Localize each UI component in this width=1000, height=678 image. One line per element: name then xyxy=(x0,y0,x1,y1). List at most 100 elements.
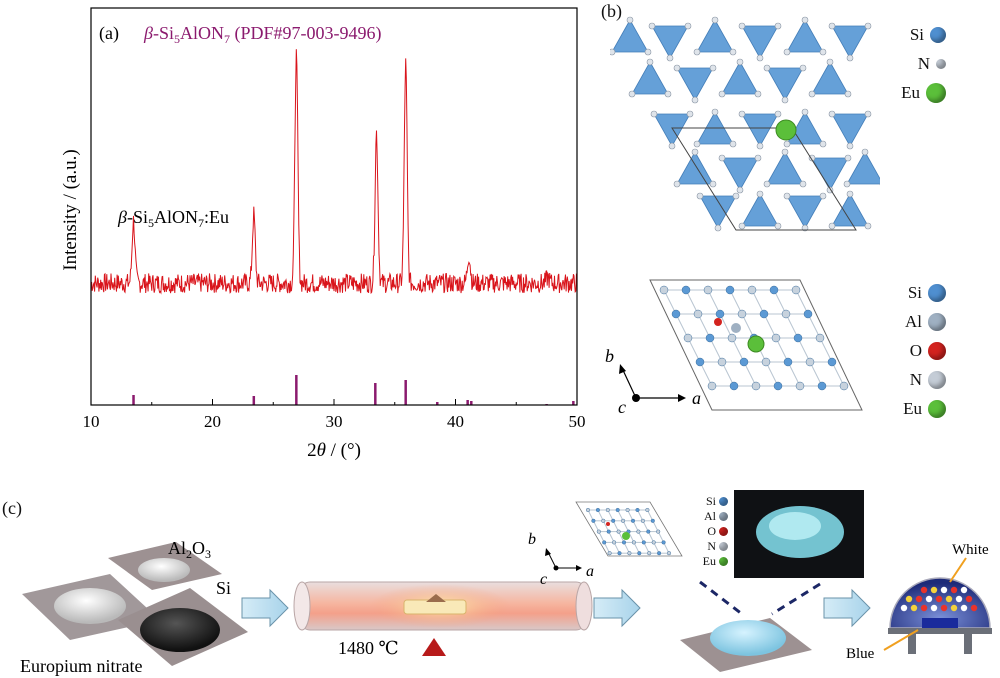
n-atom xyxy=(631,540,636,545)
n-atom xyxy=(819,192,827,200)
n-atom xyxy=(718,154,726,162)
mini-legend: Si Al O N Eu xyxy=(694,494,728,569)
n-atom xyxy=(738,222,746,230)
si-n4-tetrahedron xyxy=(786,19,824,53)
n-atom xyxy=(864,222,872,230)
white-pointer xyxy=(949,557,967,583)
n-atom xyxy=(601,518,606,523)
bond xyxy=(787,361,801,387)
n-atom xyxy=(693,48,701,56)
phosphor-particle xyxy=(900,604,908,612)
n-atom xyxy=(691,148,699,156)
n-atom xyxy=(774,110,782,118)
si-n4-tetrahedron xyxy=(721,61,759,95)
si-n4-tetrahedron xyxy=(611,19,649,53)
phosphor-particle xyxy=(930,586,938,594)
n-atom xyxy=(626,16,634,24)
bond xyxy=(795,289,809,315)
n-atom xyxy=(846,190,854,198)
si-atom xyxy=(695,357,705,367)
n-atom xyxy=(673,180,681,188)
si-n4-tetrahedron xyxy=(831,113,869,147)
si-n4-tetrahedron xyxy=(811,61,849,95)
tube-end-left xyxy=(293,581,311,631)
europium-label: Europium nitrate xyxy=(20,656,142,676)
n-atom xyxy=(781,148,789,156)
si-n4-tetrahedron xyxy=(676,67,714,101)
si-n4-tetrahedron xyxy=(741,113,779,147)
n-atom xyxy=(736,58,744,66)
n-atom xyxy=(668,142,676,150)
unit-cell-outline xyxy=(671,127,857,231)
n-atom xyxy=(732,192,740,200)
phosphor-particle xyxy=(905,595,913,603)
mini-legend-al: Al xyxy=(694,509,728,524)
mini-o-atom xyxy=(606,522,610,526)
n-atom xyxy=(650,110,658,118)
si-atom xyxy=(617,551,622,556)
n-atom xyxy=(607,551,612,556)
si-n4-tetrahedron xyxy=(676,151,714,185)
si-n4-tetrahedron xyxy=(653,113,691,147)
n-atom xyxy=(763,180,771,188)
legend-item-n: N xyxy=(866,49,946,78)
led-chip xyxy=(922,618,958,628)
si-atom xyxy=(725,285,735,295)
n-atom xyxy=(791,285,801,295)
x-tick-label-30: 30 xyxy=(326,412,343,431)
panel-b-label: (b) xyxy=(601,1,622,21)
phosphor-particle xyxy=(940,604,948,612)
n-atom xyxy=(612,540,617,545)
si-atom xyxy=(637,551,642,556)
bond xyxy=(773,289,787,315)
si-atom xyxy=(621,540,627,545)
n-atom xyxy=(861,148,869,156)
n-atom xyxy=(774,22,782,30)
n-atom xyxy=(709,180,717,188)
si-atom xyxy=(705,333,715,343)
n-atom xyxy=(727,333,737,343)
eu-atom-2 xyxy=(747,335,765,353)
n-atom xyxy=(864,22,872,30)
n-atom xyxy=(799,180,807,188)
bond xyxy=(697,313,711,339)
pile-white xyxy=(54,588,126,624)
bond xyxy=(685,289,699,315)
si-n4-tetrahedron xyxy=(631,61,669,95)
crystal-structure-bottom: b c a xyxy=(605,279,863,417)
si-atom xyxy=(681,285,691,295)
n-atom xyxy=(645,507,650,513)
n-atom xyxy=(826,58,834,66)
si-n4-tetrahedron xyxy=(741,25,779,59)
si-n4-tetrahedron xyxy=(699,195,737,229)
mini-eu-atom xyxy=(622,532,630,540)
n-atom xyxy=(640,518,645,523)
si-n4-tetrahedron xyxy=(831,193,869,227)
si-atom xyxy=(606,529,611,534)
tube-end-right xyxy=(575,581,593,631)
n-atom xyxy=(839,381,849,391)
bond xyxy=(719,313,733,339)
n-atom xyxy=(774,222,782,230)
si-atom xyxy=(769,285,779,295)
axis-a-label: a xyxy=(692,388,701,408)
si-atom xyxy=(602,540,607,545)
n-atom xyxy=(844,90,852,98)
si-n4-tetrahedron xyxy=(696,19,734,53)
phosphor-particle xyxy=(920,604,928,612)
si-atom xyxy=(715,309,725,319)
si-n4-tetrahedron xyxy=(651,25,689,59)
n-atom xyxy=(846,142,854,150)
glowing-powder-highlight xyxy=(769,512,821,540)
si-atom xyxy=(729,381,739,391)
legend-item-al: Al xyxy=(866,307,946,336)
si-atom xyxy=(650,518,655,523)
process-arrow-1 xyxy=(241,588,289,628)
n-atom xyxy=(711,108,719,116)
reference-title: β-Si5AlON7 (PDF#97-003-9496) xyxy=(143,23,381,46)
si-atom xyxy=(671,309,681,319)
temperature-label: 1480 ℃ xyxy=(338,638,399,658)
n-atom xyxy=(844,154,852,162)
n-atom xyxy=(656,529,661,534)
mini-axis-a: a xyxy=(586,563,594,580)
